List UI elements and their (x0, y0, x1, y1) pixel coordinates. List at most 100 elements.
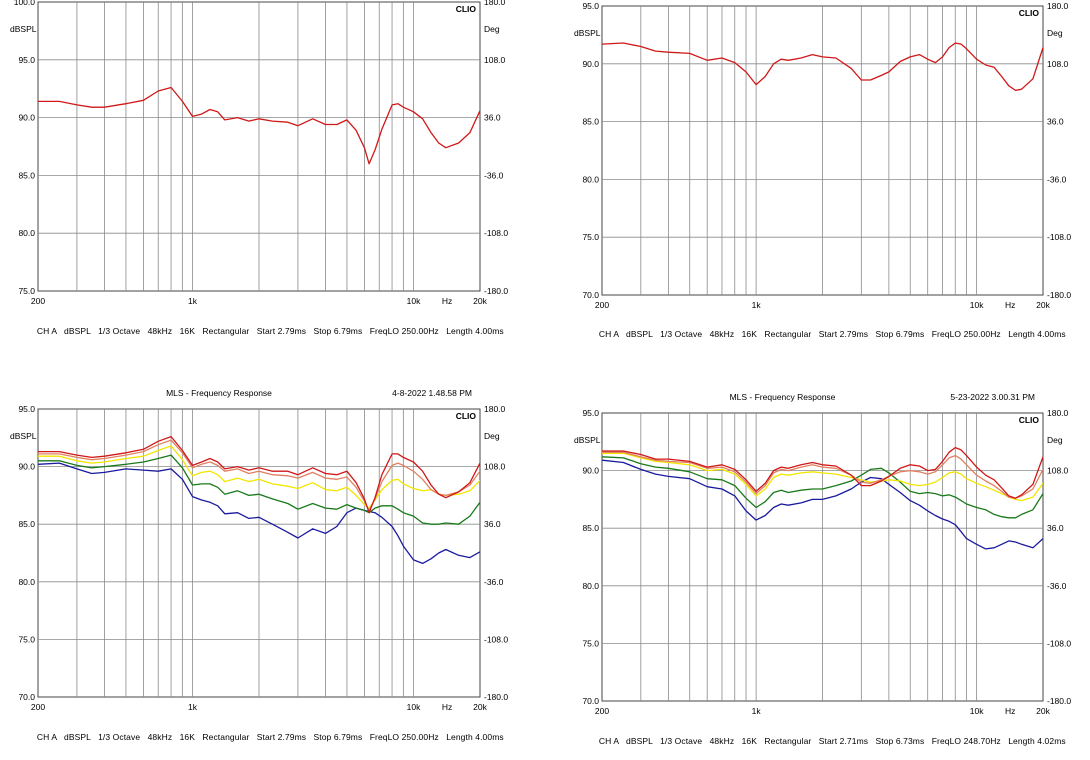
footer-stop: Stop 6.79ms (313, 326, 363, 336)
brand-label: CLIO (1019, 415, 1040, 425)
x-tick-label: 1k (752, 300, 762, 310)
footer-length: Length 4.02ms (1008, 736, 1066, 746)
footer-channel: CH A (36, 732, 57, 742)
footer-unit: dBSPL (64, 732, 91, 742)
chart-title: MLS - Frequency Response (166, 388, 272, 398)
footer-stop: Stop 6.73ms (875, 736, 925, 746)
y-tick-label: 95.0 (582, 408, 599, 418)
footer-freqlo: FreqLO 250.00Hz (369, 326, 439, 336)
footer-smoothing: 1/3 Octave (98, 732, 141, 742)
y2-tick-label: 36.0 (484, 519, 501, 529)
series-line (38, 435, 480, 514)
y2-tick-label: -108.0 (484, 634, 508, 644)
footer-length: Length 4.00ms (446, 326, 504, 336)
y-tick-label: 80.0 (582, 174, 599, 184)
series-line (602, 451, 1043, 499)
y2-tick-label: 180.0 (1047, 1, 1069, 11)
footer-smoothing: 1/3 Octave (98, 326, 141, 336)
y2-tick-label: 180.0 (1047, 408, 1069, 418)
y-tick-label: 75.0 (18, 634, 35, 644)
frequency-response-chart: 95.0 90.0 85.0 80.0 75.0 70.0 180.0 108.0 36.0 -3… (0, 380, 545, 742)
x-tick-label: 1k (188, 702, 198, 712)
x-tick-label: 1k (188, 296, 198, 306)
series-line (38, 439, 480, 512)
x-tick-label: 10k (970, 706, 984, 716)
x-tick-label: 200 (595, 706, 609, 716)
y2-axis-label: Deg (1047, 28, 1063, 38)
x-tick-label: 20k (1036, 300, 1050, 310)
chart-plot: 100.0 95.0 90.0 85.0 80.0 75.0 180.0 108.0 36.0 -… (10, 0, 508, 306)
footer-unit: dBSPL (626, 329, 653, 339)
y-tick-label: 95.0 (18, 404, 35, 414)
footer-unit: dBSPL (64, 326, 91, 336)
y-axis-label: dBSPL (574, 435, 601, 445)
y2-tick-label: 36.0 (1047, 117, 1064, 127)
footer-channel: CH A (598, 329, 619, 339)
chart-footer: CH A dBSPL 1/3 Octave 48kHz 16K Rectangu… (589, 726, 1066, 756)
y-tick-label: 90.0 (18, 462, 35, 472)
x-tick-label: 10k (970, 300, 984, 310)
footer-window: Rectangular (202, 732, 250, 742)
x-tick-label: 1k (752, 706, 762, 716)
y-tick-label: 80.0 (18, 228, 35, 238)
y-tick-label: 80.0 (18, 577, 35, 587)
chart-plot: 95.0 90.0 85.0 80.0 75.0 70.0 180.0 108.0 36.0 -3… (10, 388, 508, 712)
footer-stop: Stop 6.79ms (875, 329, 925, 339)
footer-stop: Stop 6.79ms (313, 732, 363, 742)
y2-tick-label: -180.0 (1047, 696, 1071, 706)
footer-size: 16K (179, 326, 195, 336)
chart-timestamp: 4-8-2022 1.48.58 PM (392, 388, 472, 398)
x-tick-label: 200 (31, 702, 45, 712)
y-tick-label: 90.0 (18, 113, 35, 123)
y2-tick-label: -36.0 (1047, 581, 1067, 591)
series-line (38, 454, 480, 525)
footer-size: 16K (741, 329, 757, 339)
chart-footer: CH A dBSPL 1/3 Octave 48kHz 16K Rectangu… (27, 316, 504, 346)
series-line (602, 459, 1043, 550)
footer-start: Start 2.71ms (818, 736, 869, 746)
y2-tick-label: 36.0 (1047, 523, 1064, 533)
footer-window: Rectangular (764, 329, 812, 339)
footer-samplerate: 48kHz (147, 326, 173, 336)
y-tick-label: 90.0 (582, 59, 599, 69)
frequency-response-chart: 95.0 90.0 85.0 80.0 75.0 70.0 180.0 108.0 36.0 -3… (545, 0, 1090, 339)
series-line (602, 42, 1043, 92)
series-line (602, 452, 1043, 502)
y2-tick-label: -108.0 (1047, 232, 1071, 242)
chart-footer: CH A dBSPL 1/3 Octave 48kHz 16K Rectangu… (27, 722, 504, 752)
y-tick-label: 70.0 (582, 290, 599, 300)
y-tick-label: 100.0 (14, 0, 36, 7)
brand-label: CLIO (456, 411, 477, 421)
chart-footer: CH A dBSPL 1/3 Octave 48kHz 16K Rectangu… (589, 319, 1066, 349)
x-unit-label: Hz (442, 296, 452, 306)
frequency-response-chart: 100.0 95.0 90.0 85.0 80.0 75.0 180.0 108.0 36.0 -… (0, 0, 545, 336)
y-tick-label: 85.0 (18, 170, 35, 180)
y-axis-label: dBSPL (10, 24, 37, 34)
y2-axis-label: Deg (484, 431, 500, 441)
footer-window: Rectangular (764, 736, 812, 746)
x-tick-label: 20k (473, 702, 487, 712)
footer-channel: CH A (598, 736, 619, 746)
footer-samplerate: 48kHz (147, 732, 173, 742)
y-tick-label: 80.0 (582, 581, 599, 591)
footer-length: Length 4.00ms (446, 732, 504, 742)
x-unit-label: Hz (442, 702, 452, 712)
y-tick-label: 75.0 (582, 638, 599, 648)
series-line (38, 86, 480, 165)
y2-tick-label: -36.0 (1047, 174, 1067, 184)
y-tick-label: 70.0 (18, 692, 35, 702)
footer-start: Start 2.79ms (256, 326, 307, 336)
series-line (38, 462, 480, 565)
y2-tick-label: 180.0 (484, 404, 506, 414)
y2-tick-label: -180.0 (1047, 290, 1071, 300)
y2-tick-label: -180.0 (484, 692, 508, 702)
y2-tick-label: 36.0 (484, 113, 501, 123)
brand-label: CLIO (456, 4, 477, 14)
y-tick-label: 95.0 (18, 55, 35, 65)
x-tick-label: 10k (407, 702, 421, 712)
x-unit-label: Hz (1005, 706, 1015, 716)
series-line (38, 445, 480, 509)
brand-label: CLIO (1019, 8, 1040, 18)
y2-tick-label: 108.0 (484, 55, 506, 65)
series-line (602, 456, 1043, 519)
